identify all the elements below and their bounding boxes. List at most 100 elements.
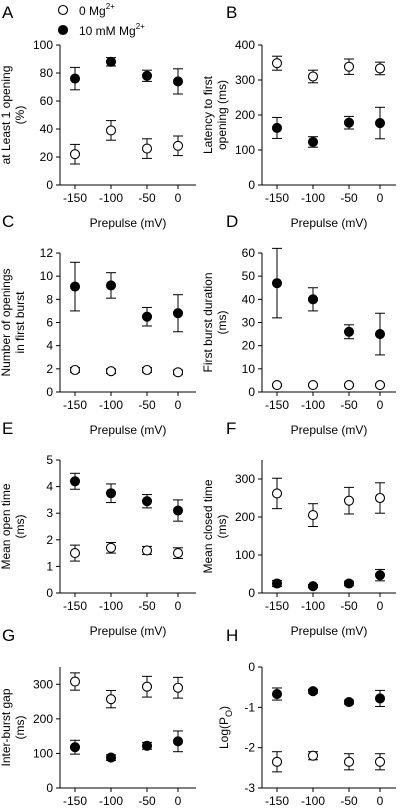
x-tick-label: -150 [265, 191, 289, 205]
data-point [172, 548, 184, 559]
panel-letter: E [2, 419, 13, 438]
series-filled [69, 56, 184, 95]
data-point [105, 125, 117, 136]
x-tick-label: 0 [377, 398, 384, 412]
panel-A: A 0 20 40 60 80 100 -150 -100 -50 0 Prepulse (mV) Fr… [0, 3, 196, 230]
data-point [141, 740, 153, 751]
y-tick-label: 2 [46, 533, 53, 547]
y-tick-label: 300 [33, 677, 53, 691]
data-point [343, 61, 355, 72]
data-point [69, 364, 81, 376]
data-point [69, 281, 81, 292]
x-tick-label: -100 [99, 599, 123, 613]
y-tick-label: 40 [242, 292, 256, 306]
x-tick-label: -150 [63, 599, 87, 613]
data-point [271, 688, 283, 700]
panel-H: H -3 -2 -1 0 -150 -100 -50 0 Prepulse (mV) Log(PO) [217, 626, 396, 808]
y-tick-label: 300 [235, 73, 255, 87]
x-axis-label: Prepulse (mV) [90, 624, 167, 638]
x-tick-label: -150 [265, 794, 289, 808]
data-point [307, 581, 319, 592]
data-point [105, 366, 117, 377]
y-tick-label: 0 [248, 586, 255, 600]
y-tick-label: 4 [46, 480, 53, 494]
x-tick-label: -100 [301, 191, 325, 205]
series-filled [69, 261, 184, 333]
y-tick-label: 6 [46, 316, 53, 330]
data-point [271, 578, 283, 589]
x-tick-label: -100 [99, 794, 123, 808]
legend: 0 Mg2+ 10 mM Mg2+ [57, 2, 145, 38]
x-tick-label: -150 [265, 599, 289, 613]
legend-filled-label: 10 mM Mg2+ [79, 22, 145, 38]
y-tick-label: 100 [33, 746, 53, 760]
y-tick-label: 60 [242, 246, 256, 260]
x-tick-label: -50 [340, 599, 358, 613]
y-tick-label: 0 [248, 660, 255, 674]
data-point [172, 76, 184, 87]
x-tick-label: -100 [301, 398, 325, 412]
series-filled [271, 247, 386, 356]
data-point [343, 756, 355, 767]
y-tick-label: 200 [235, 510, 255, 524]
series-open [69, 120, 184, 165]
y-tick-label: -1 [244, 700, 255, 714]
x-tick-label: -50 [340, 794, 358, 808]
panel-F: F 0 100 200 300 -150 -100 -50 0 Prepulse (mV) Mean… [201, 419, 396, 638]
series-open [69, 541, 184, 562]
y-tick-label: 200 [33, 712, 53, 726]
y-tick-label: 0 [248, 178, 255, 192]
data-point [374, 329, 386, 340]
x-axis-label: Prepulse (mV) [291, 216, 368, 230]
series-filled [69, 730, 184, 763]
y-tick-label: 20 [40, 150, 54, 164]
panel-letter: C [2, 212, 14, 231]
data-point [172, 367, 184, 378]
series-open [69, 672, 184, 709]
y-tick-label: 3 [46, 506, 53, 520]
y-tick-label: 0 [46, 586, 53, 600]
legend-open-label: 0 Mg2+ [79, 2, 115, 18]
series-open [271, 750, 386, 773]
y-axis-label: Mean open time(ms) [0, 483, 27, 569]
panel-D: D 0 10 20 30 40 50 60 -150 -100 -50 0 Prepulse (mV) F… [201, 212, 396, 437]
data-point [271, 58, 283, 69]
series-filled [271, 568, 386, 592]
data-point [141, 545, 153, 556]
data-point [69, 476, 81, 487]
series-open [271, 379, 386, 391]
data-point [69, 73, 81, 84]
x-tick-label: 0 [377, 191, 384, 205]
x-tick-label: 0 [175, 191, 182, 205]
data-point [105, 280, 117, 291]
data-point [374, 492, 386, 504]
y-tick-label: 40 [40, 122, 54, 136]
x-tick-label: 0 [175, 398, 182, 412]
data-point [307, 686, 319, 697]
panel-letter: F [226, 419, 236, 438]
y-tick-label: 100 [235, 548, 255, 562]
data-point [271, 756, 283, 767]
y-tick-label: 0 [46, 178, 53, 192]
panel-letter: A [2, 3, 14, 22]
y-tick-label: 80 [40, 66, 54, 80]
y-tick-label: 10 [242, 362, 256, 376]
x-tick-label: -100 [301, 794, 325, 808]
data-point [172, 308, 184, 319]
series-open [271, 477, 386, 527]
data-point [374, 570, 386, 581]
data-point [307, 750, 319, 761]
data-point [307, 71, 319, 82]
x-tick-label: -50 [340, 398, 358, 412]
panel-letter: H [226, 626, 238, 645]
data-point [141, 143, 153, 154]
data-point [69, 742, 81, 753]
y-axis-label: Fraction of Sweeps withat Least 1 openin… [0, 51, 27, 178]
y-tick-label: 8 [46, 292, 53, 306]
x-tick-label: -150 [265, 398, 289, 412]
data-point [141, 496, 153, 507]
y-tick-label: 100 [33, 38, 53, 52]
y-tick-label: 200 [235, 108, 255, 122]
data-point [307, 510, 319, 521]
